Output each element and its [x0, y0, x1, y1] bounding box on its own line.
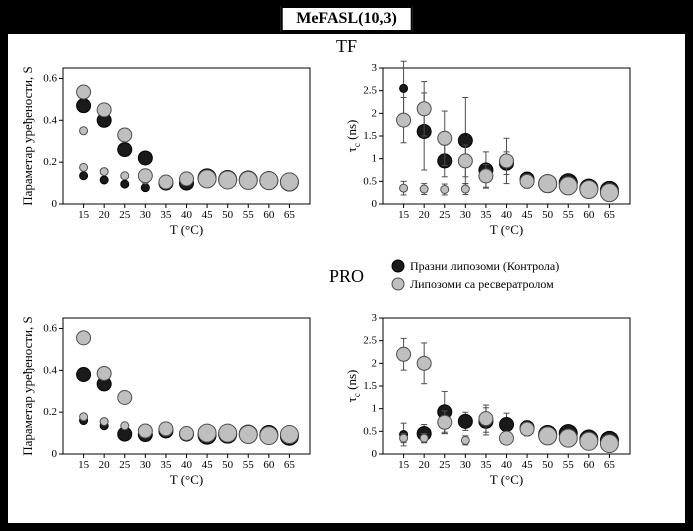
- chart-pro-tau: 15 20 25 30 35 40 45 50 55 60 65 0 0.5 1 1.5 2 2.5 3 T (°C…: [338, 310, 638, 490]
- svg-text:45: 45: [522, 209, 534, 221]
- chart-tf-s: 15 20 25 30 35 40 45 50 55 60 65 0 0.2 0.4 0.6 T (°C) Па…: [18, 60, 318, 240]
- svg-text:T (°C): T (°C): [490, 472, 523, 487]
- svg-text:0.5: 0.5: [363, 425, 377, 437]
- svg-text:50: 50: [222, 459, 234, 471]
- svg-text:0: 0: [372, 198, 378, 210]
- svg-text:Параметар уређености, S: Параметар уређености, S: [20, 66, 35, 206]
- svg-text:1.5: 1.5: [363, 130, 377, 142]
- chart-pro-s: 15 20 25 30 35 40 45 50 55 60 65 0 0.2 0.4 0.6 T (°C) Па…: [18, 310, 318, 490]
- svg-text:50: 50: [542, 209, 554, 221]
- svg-text:T (°C): T (°C): [170, 472, 203, 487]
- svg-text:0.6: 0.6: [43, 322, 57, 334]
- svg-text:20: 20: [99, 209, 111, 221]
- svg-text:50: 50: [542, 459, 554, 471]
- svg-text:Параметар уређености, S: Параметар уређености, S: [20, 316, 35, 456]
- svg-text:50: 50: [222, 209, 234, 221]
- svg-text:0.4: 0.4: [43, 114, 57, 126]
- svg-text:15: 15: [78, 459, 90, 471]
- svg-text:55: 55: [243, 209, 255, 221]
- svg-text:40: 40: [501, 459, 513, 471]
- svg-text:2: 2: [372, 107, 378, 119]
- svg-text:0: 0: [52, 198, 58, 210]
- svg-text:0.2: 0.2: [43, 406, 57, 418]
- svg-text:T (°C): T (°C): [490, 222, 523, 237]
- svg-text:30: 30: [460, 459, 472, 471]
- svg-text:25: 25: [439, 459, 451, 471]
- row-label-tf: TF: [336, 36, 357, 57]
- svg-text:1.5: 1.5: [363, 380, 377, 392]
- svg-text:30: 30: [140, 459, 152, 471]
- svg-text:65: 65: [284, 459, 296, 471]
- svg-text:15: 15: [78, 209, 90, 221]
- svg-text:15: 15: [398, 459, 410, 471]
- svg-text:3: 3: [372, 312, 378, 324]
- svg-text:35: 35: [160, 209, 172, 221]
- svg-text:Липозоми са ресвератролом: Липозоми са ресвератролом: [410, 277, 554, 291]
- svg-text:1: 1: [372, 403, 378, 415]
- panels-area: TF PRO 152025303540455055606500.20.40.6T…: [8, 34, 685, 523]
- svg-text:65: 65: [284, 209, 296, 221]
- svg-text:40: 40: [181, 459, 193, 471]
- svg-text:35: 35: [480, 209, 492, 221]
- svg-text:20: 20: [99, 459, 111, 471]
- svg-text:τc (ns): τc (ns): [344, 120, 362, 153]
- svg-text:τc (ns): τc (ns): [344, 370, 362, 403]
- svg-text:2.5: 2.5: [363, 335, 377, 347]
- svg-text:35: 35: [480, 459, 492, 471]
- svg-text:35: 35: [160, 459, 172, 471]
- svg-text:45: 45: [522, 459, 534, 471]
- svg-text:60: 60: [263, 459, 275, 471]
- svg-text:55: 55: [243, 459, 255, 471]
- svg-text:25: 25: [439, 209, 451, 221]
- svg-text:30: 30: [140, 209, 152, 221]
- svg-text:55: 55: [563, 459, 575, 471]
- svg-text:0: 0: [52, 448, 58, 460]
- svg-text:0.6: 0.6: [43, 72, 57, 84]
- svg-text:65: 65: [604, 209, 616, 221]
- compound-title: MeFASL(10,3): [280, 6, 413, 32]
- svg-text:40: 40: [181, 209, 193, 221]
- svg-text:2: 2: [372, 357, 378, 369]
- svg-text:15: 15: [398, 209, 410, 221]
- svg-text:55: 55: [563, 209, 575, 221]
- svg-text:T (°C): T (°C): [170, 222, 203, 237]
- svg-text:60: 60: [263, 209, 275, 221]
- svg-text:30: 30: [460, 209, 472, 221]
- row-label-pro: PRO: [329, 266, 364, 287]
- svg-text:25: 25: [119, 459, 131, 471]
- svg-text:1: 1: [372, 153, 378, 165]
- svg-text:2.5: 2.5: [363, 85, 377, 97]
- svg-text:60: 60: [583, 459, 595, 471]
- svg-text:0.5: 0.5: [363, 175, 377, 187]
- legend: Празни липозоми (Контрола) Липозоми са ре…: [388, 256, 688, 296]
- svg-text:Празни липозоми (Контрола): Празни липозоми (Контрола): [410, 259, 559, 273]
- svg-text:45: 45: [202, 459, 214, 471]
- svg-text:60: 60: [583, 209, 595, 221]
- svg-text:20: 20: [419, 209, 431, 221]
- svg-text:40: 40: [501, 209, 513, 221]
- svg-text:65: 65: [604, 459, 616, 471]
- svg-text:0.4: 0.4: [43, 364, 57, 376]
- figure-root: { "compound_title": "MeFASL(10,3)", "row…: [0, 0, 693, 531]
- svg-text:0.2: 0.2: [43, 156, 57, 168]
- chart-tf-tau: 15 20 25 30 35 40 45 50 55 60 65 0 0.5 1 1.5 2 2.5 3 T (°C…: [338, 60, 638, 240]
- svg-text:45: 45: [202, 209, 214, 221]
- svg-text:0: 0: [372, 448, 378, 460]
- svg-text:25: 25: [119, 209, 131, 221]
- svg-text:20: 20: [419, 459, 431, 471]
- svg-text:3: 3: [372, 62, 378, 74]
